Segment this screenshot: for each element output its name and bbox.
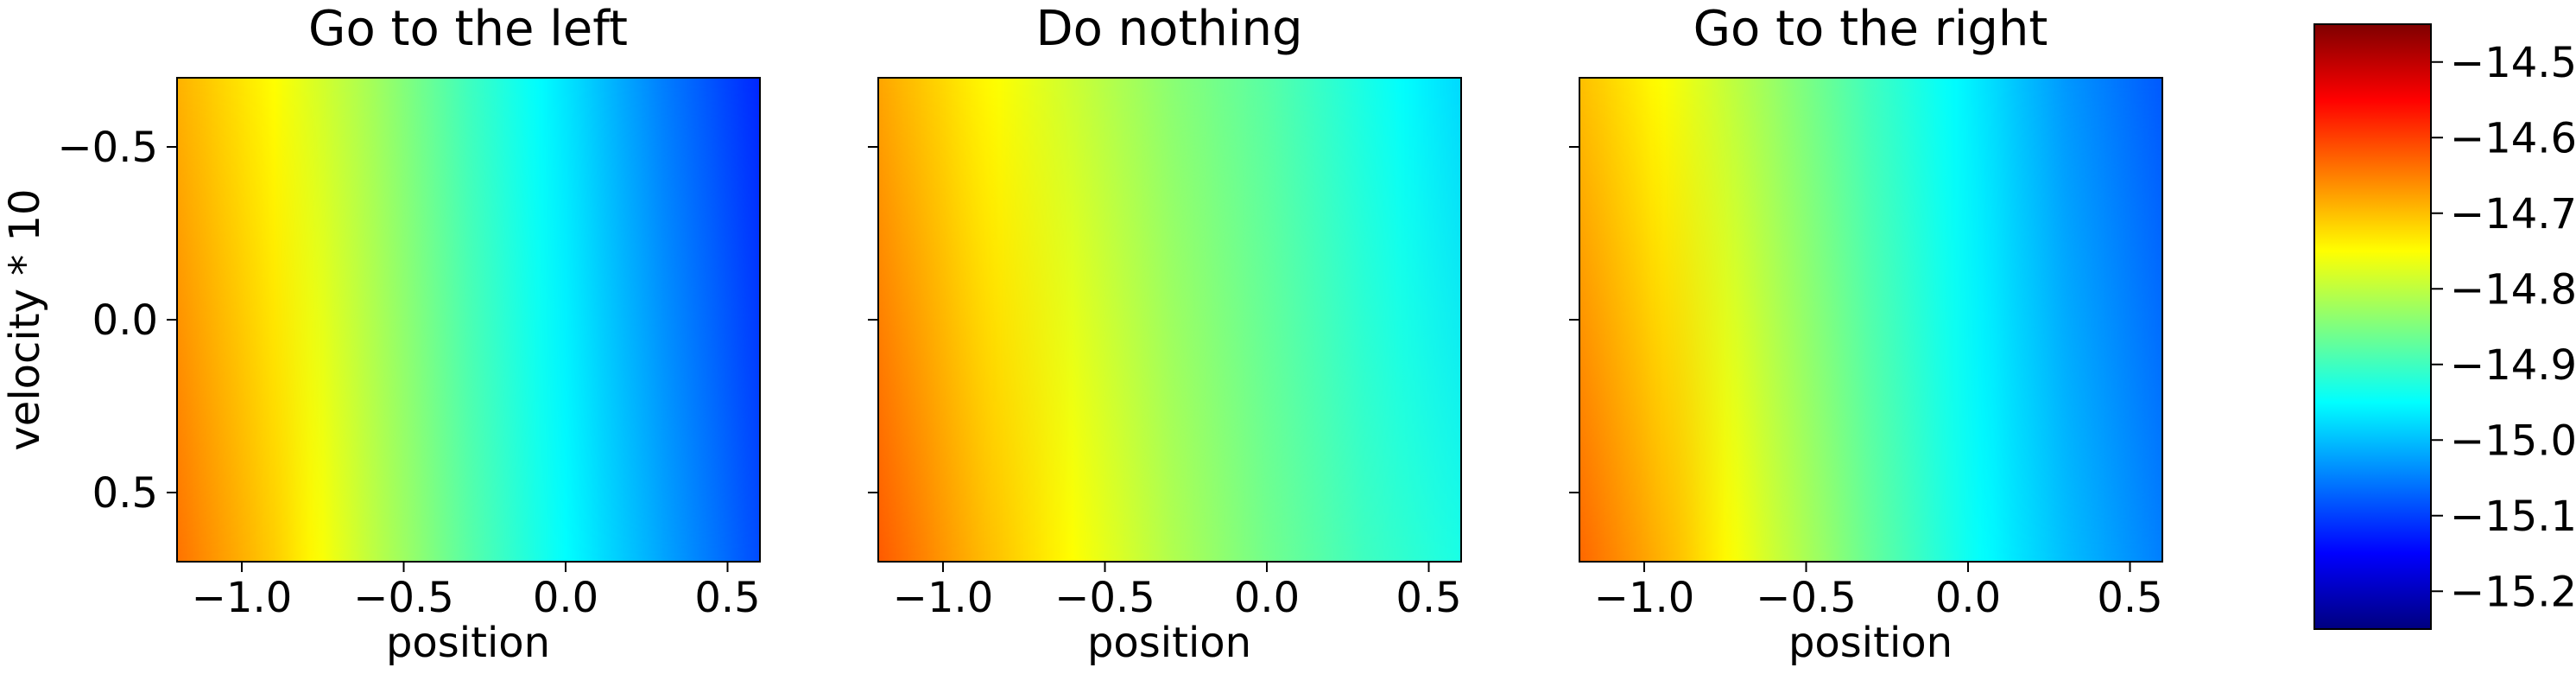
y-tick-label: −0.5: [57, 124, 158, 172]
x-tick-label: −0.5: [1756, 574, 1857, 622]
x-tick-label: 0.0: [1935, 574, 2001, 622]
x-tick-label: −0.5: [1054, 574, 1155, 622]
x-tick-label: −0.5: [353, 574, 454, 622]
x-tick-label: 0.5: [1396, 574, 1461, 622]
colorbar-gradient: [2313, 23, 2432, 630]
colorbar-tick-label: −14.6: [2450, 114, 2576, 162]
heatmap-go-right: [1579, 78, 2162, 562]
x-tick-label: 0.0: [533, 574, 598, 622]
colorbar-tick-label: −14.9: [2450, 341, 2576, 390]
x-tick-label: −1.0: [893, 574, 994, 622]
x-axis-label-go-left: position: [386, 619, 550, 667]
x-axis-label-do-nothing: position: [1087, 619, 1251, 667]
panel-go-right: Go to the right −1.0 −0.5 0.0 0.5 position: [1569, 1, 2163, 667]
panel-title-do-nothing: Do nothing: [1036, 1, 1303, 57]
colorbar-tick-label: −15.2: [2450, 568, 2576, 616]
colorbar-tick-label: −14.5: [2450, 39, 2576, 87]
x-tick-label: −1.0: [192, 574, 293, 622]
colorbar-tick-label: −14.8: [2450, 265, 2576, 314]
panel-do-nothing: Do nothing −1.0 −0.5 0.0 0.5 position: [868, 1, 1462, 667]
x-tick-label: 0.5: [2097, 574, 2162, 622]
colorbar: −14.5 −14.6 −14.7 −14.8 −14.9 −15.0 −15.1 −15.2: [2313, 23, 2576, 630]
x-tick-label: 0.5: [694, 574, 760, 622]
y-tick-label: 0.5: [92, 469, 158, 518]
y-tick-label: 0.0: [92, 296, 158, 345]
panel-title-go-left: Go to the left: [308, 1, 628, 57]
y-axis-label: velocity * 10: [1, 188, 49, 450]
heatmap-go-left: [177, 78, 760, 562]
x-axis-label-go-right: position: [1788, 619, 1953, 667]
heatmap-layer-bottom: [1579, 78, 2162, 562]
heatmap-do-nothing: [878, 78, 1461, 562]
colorbar-tick-label: −15.0: [2450, 416, 2576, 465]
x-tick-label: −1.0: [1594, 574, 1695, 622]
panel-go-left: Go to the left −1.0 −0.5 0.0 0.5 −0.5 0.0 0.5…: [1, 1, 761, 667]
panel-title-go-right: Go to the right: [1693, 1, 2048, 57]
heatmap-layer-bottom: [878, 78, 1461, 562]
colorbar-tick-label: −15.1: [2450, 493, 2576, 541]
heatmap-layer-bottom: [177, 78, 760, 562]
colorbar-tick-label: −14.7: [2450, 190, 2576, 238]
x-tick-label: 0.0: [1234, 574, 1300, 622]
